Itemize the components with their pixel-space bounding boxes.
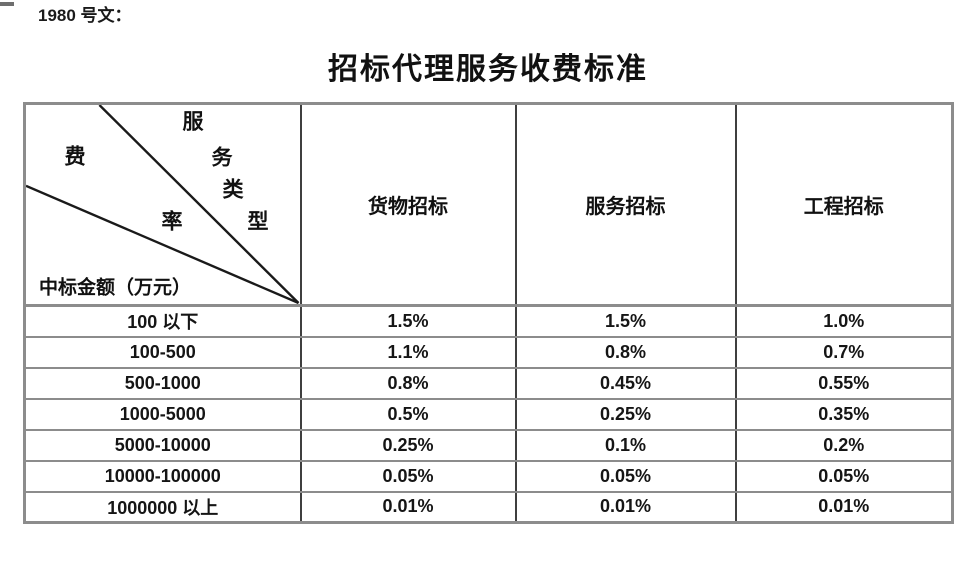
table-row: 10000-100000 0.05% 0.05% 0.05%	[23, 459, 954, 493]
rate-cell: 0.55%	[734, 366, 954, 400]
table-row: 100 以下 1.5% 1.5% 1.0%	[23, 304, 954, 338]
table-header-row: 服 务 类 型 费 率 中标金额（万元） 货物招标 服务招标 工程招标	[23, 102, 954, 307]
table-row: 1000000 以上 0.01% 0.01% 0.01%	[23, 490, 954, 524]
rate-cell: 0.45%	[514, 366, 737, 400]
rate-cell: 0.01%	[734, 490, 954, 524]
column-header-service: 服务招标	[514, 102, 737, 307]
corner-char-service-3: 类	[222, 177, 244, 202]
rate-cell: 0.1%	[514, 428, 737, 462]
amount-range-cell: 1000000 以上	[23, 490, 302, 524]
column-header-goods: 货物招标	[299, 102, 517, 307]
rate-cell: 0.25%	[514, 397, 737, 431]
amount-range-cell: 100-500	[23, 335, 302, 369]
amount-range-cell: 100 以下	[23, 304, 302, 338]
rate-cell: 0.01%	[514, 490, 737, 524]
corner-char-rate-1: 费	[64, 144, 86, 169]
rate-cell: 0.5%	[299, 397, 517, 431]
corner-char-service-1: 服	[182, 109, 204, 134]
rate-cell: 1.1%	[299, 335, 517, 369]
corner-amount-label: 中标金额（万元）	[39, 277, 192, 299]
table-row: 100-500 1.1% 0.8% 0.7%	[23, 335, 954, 369]
amount-range-cell: 5000-10000	[23, 428, 302, 462]
amount-range-cell: 10000-100000	[23, 459, 302, 493]
rate-cell: 0.05%	[299, 459, 517, 493]
rate-cell: 1.0%	[734, 304, 954, 338]
amount-range-cell: 500-1000	[23, 366, 302, 400]
doc-number-label: 1980 号文：	[38, 6, 132, 25]
rate-cell: 0.35%	[734, 397, 954, 431]
rate-cell: 0.01%	[299, 490, 517, 524]
rate-cell: 0.2%	[734, 428, 954, 462]
rate-cell: 0.7%	[734, 335, 954, 369]
rate-cell: 0.8%	[514, 335, 737, 369]
rate-cell: 1.5%	[514, 304, 737, 338]
diagonal-divider-lines	[26, 105, 300, 304]
amount-range-cell: 1000-5000	[23, 397, 302, 431]
corner-char-service-4: 型	[247, 209, 269, 234]
rate-cell: 0.25%	[299, 428, 517, 462]
corner-char-service-2: 务	[211, 145, 233, 170]
rate-cell: 1.5%	[299, 304, 517, 338]
screen-edge-artifact	[0, 2, 14, 6]
rate-cell: 0.05%	[514, 459, 737, 493]
table-row: 1000-5000 0.5% 0.25% 0.35%	[23, 397, 954, 431]
page-title: 招标代理服务收费标准	[328, 53, 648, 86]
column-header-engineering: 工程招标	[734, 102, 954, 307]
table-row: 500-1000 0.8% 0.45% 0.55%	[23, 366, 954, 400]
corner-header-cell: 服 务 类 型 费 率 中标金额（万元）	[23, 102, 302, 307]
rate-cell: 0.05%	[734, 459, 954, 493]
corner-char-rate-2: 率	[161, 209, 183, 234]
rate-cell: 0.8%	[299, 366, 517, 400]
table-row: 5000-10000 0.25% 0.1% 0.2%	[23, 428, 954, 462]
fee-standard-table: 服 务 类 型 费 率 中标金额（万元） 货物招标 服务招标 工程招标 100 …	[23, 102, 954, 524]
